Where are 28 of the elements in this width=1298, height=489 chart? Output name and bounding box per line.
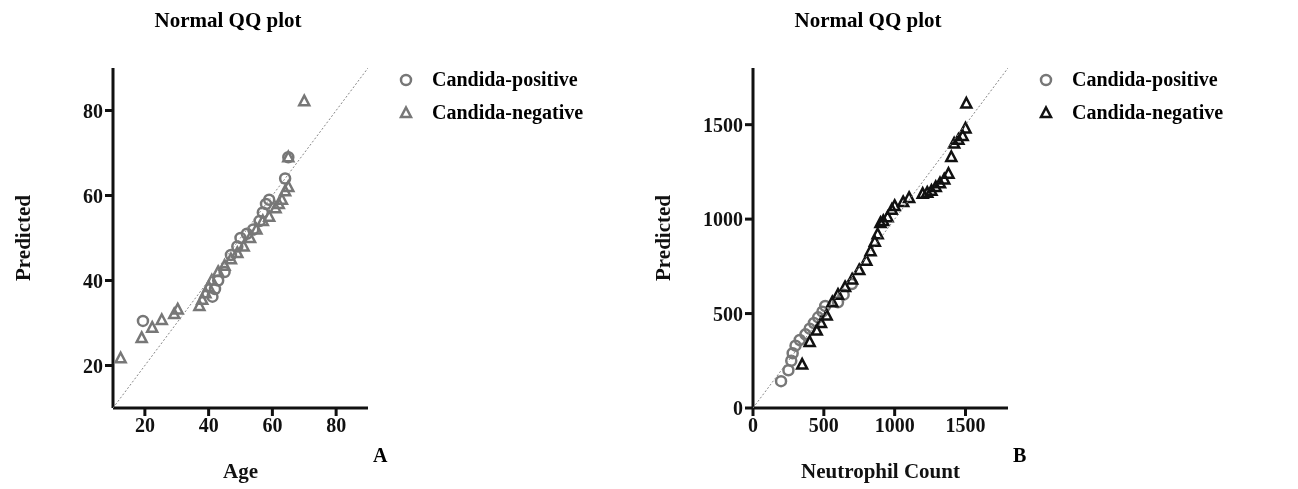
text: B <box>1013 444 1027 467</box>
x-tick-label: 0 <box>748 414 758 437</box>
y-axis-title: Predicted <box>11 194 36 281</box>
legend-label: Candida-positive <box>432 68 578 91</box>
x-tick-label: 40 <box>198 414 219 437</box>
y-tick-label: 1000 <box>703 208 743 231</box>
legend-label: Candida-negative <box>1072 101 1224 124</box>
y-axis-title: Predicted <box>651 194 676 281</box>
legend-label: Candida-positive <box>1072 68 1218 91</box>
y-tick-label: 500 <box>713 302 743 325</box>
y-tick-label: 20 <box>83 354 103 377</box>
text: A <box>373 444 388 467</box>
y-tick-label: 0 <box>733 397 743 420</box>
x-tick-label: 1500 <box>945 414 986 437</box>
y-tick-label: 60 <box>83 184 103 207</box>
x-tick-label: 1000 <box>874 414 915 437</box>
x-axis-title: Neutrophil Count <box>801 459 960 483</box>
chart-title: Normal QQ plot <box>793 8 943 33</box>
x-axis-title: Age <box>223 459 258 483</box>
x-tick-label: 500 <box>808 414 839 437</box>
legend-label: Candida-negative <box>432 101 584 124</box>
x-tick-label: 20 <box>134 414 155 437</box>
y-tick-label: 40 <box>83 269 103 292</box>
chart-title: Normal QQ plot <box>153 8 303 33</box>
x-tick-label: 80 <box>326 414 347 437</box>
y-tick-label: 1500 <box>703 113 743 136</box>
y-tick-label: 80 <box>83 99 103 122</box>
x-tick-label: 60 <box>262 414 283 437</box>
